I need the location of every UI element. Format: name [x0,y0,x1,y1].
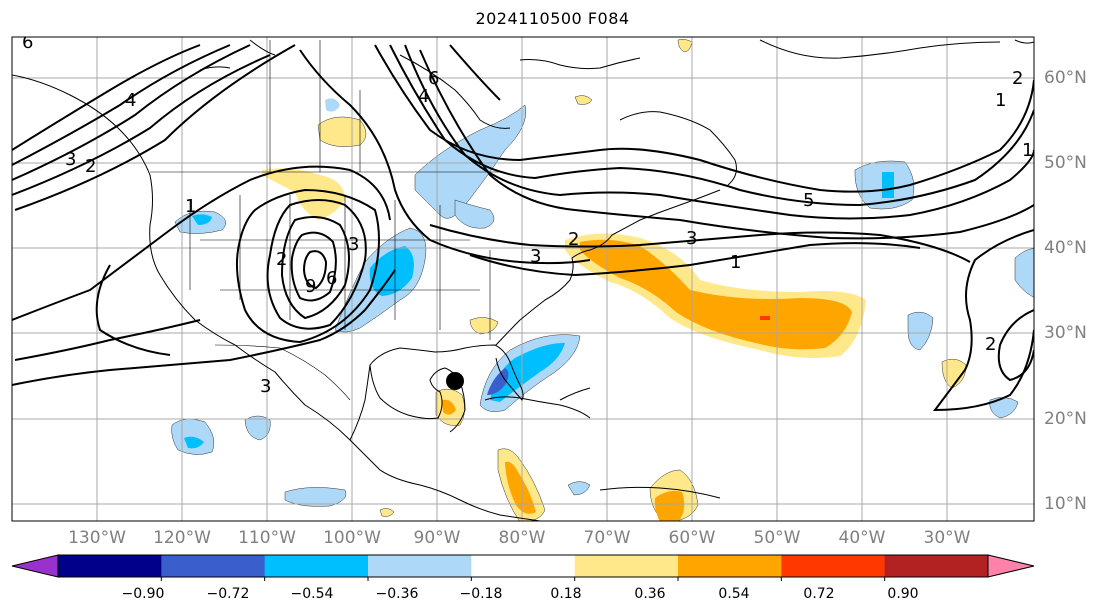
lon-label: 50°W [753,528,801,548]
contour-label: 6 [22,32,33,53]
contour-label: 1 [730,252,741,273]
colorbar-bin [678,555,782,577]
contour-label: 3 [348,234,359,255]
colorbar-tick-label: 0.18 [550,586,582,602]
colorbar-tick-label: −0.18 [459,586,503,602]
contour-label: 6 [428,68,439,89]
colorbar-tick-label: 0.90 [887,586,919,602]
lon-label: 120°W [153,528,211,548]
contour-label: 6 [326,268,337,289]
lon-label: 70°W [583,528,631,548]
lon-label: 110°W [238,528,296,548]
contour-label: 4 [418,86,429,107]
colorbar-bin [58,555,162,577]
colorbar [11,554,1035,581]
lat-label: 20°N [1044,409,1087,429]
contour-label: 2 [1012,68,1023,89]
lat-label: 60°N [1044,68,1087,88]
lon-label: 30°W [923,528,971,548]
lat-label: 30°N [1044,323,1087,343]
colorbar-tick-label: 0.36 [634,586,666,602]
map-frame [11,36,1035,522]
contour-label: 2 [568,229,579,250]
contour-labels: 6 4 3 2 6 4 1 2 3 6 9 3 3 2 1 5 3 1 2 1 … [22,32,1033,397]
contour-label: 3 [686,228,697,249]
colorbar-bin [471,555,576,577]
colorbar-tick-label: 0.72 [803,586,835,602]
colorbar-bin [368,555,472,577]
lon-label: 130°W [68,528,126,548]
colorbar-tick-label: 0.54 [718,586,750,602]
colorbar-tick-label: −0.36 [375,586,419,602]
lon-label: 80°W [498,528,546,548]
negative-anomaly-core [369,246,414,296]
contour-label: 1 [1022,140,1033,161]
positive-anomaly-core [580,239,852,350]
lon-label: 60°W [668,528,716,548]
contour-label: 2 [85,156,96,177]
colorbar-bin [264,555,369,577]
graticule [12,37,1034,521]
height-contours [12,44,1034,412]
coastlines [12,39,1034,521]
storm-center-dot [446,372,464,390]
colorbar-outline [57,554,989,578]
colorbar-bin [884,555,989,577]
lat-label: 10°N [1044,494,1087,514]
colorbar-tick-label: −0.72 [206,586,250,602]
lon-label: 90°W [413,528,461,548]
colorbar-tick-label: −0.90 [121,586,165,602]
contour-label: 1 [995,90,1006,111]
contour-label: 9 [305,276,316,297]
colorbar-bin [161,555,266,577]
contour-label: 2 [985,334,996,355]
colorbar-bin [574,555,679,577]
contour-label: 5 [803,190,814,211]
contour-label: 3 [65,149,76,170]
lat-label: 50°N [1044,153,1087,173]
colorbar-tick-label: −0.54 [290,586,334,602]
map-title: 2024110500 F084 [475,9,630,28]
contour-label: 3 [530,246,541,267]
lat-label: 40°N [1044,238,1087,258]
lon-label: 100°W [323,528,381,548]
colorbar-bin [781,555,886,577]
lon-label: 40°W [838,528,886,548]
contour-label: 4 [125,90,136,111]
contour-label: 3 [260,376,271,397]
colorbar-extend-low [11,554,59,578]
contour-label: 1 [185,196,196,217]
political-borders [150,40,500,401]
contour-label: 2 [276,249,287,270]
strong-positive-spot [760,316,770,320]
colorbar-extend-high [987,554,1035,578]
